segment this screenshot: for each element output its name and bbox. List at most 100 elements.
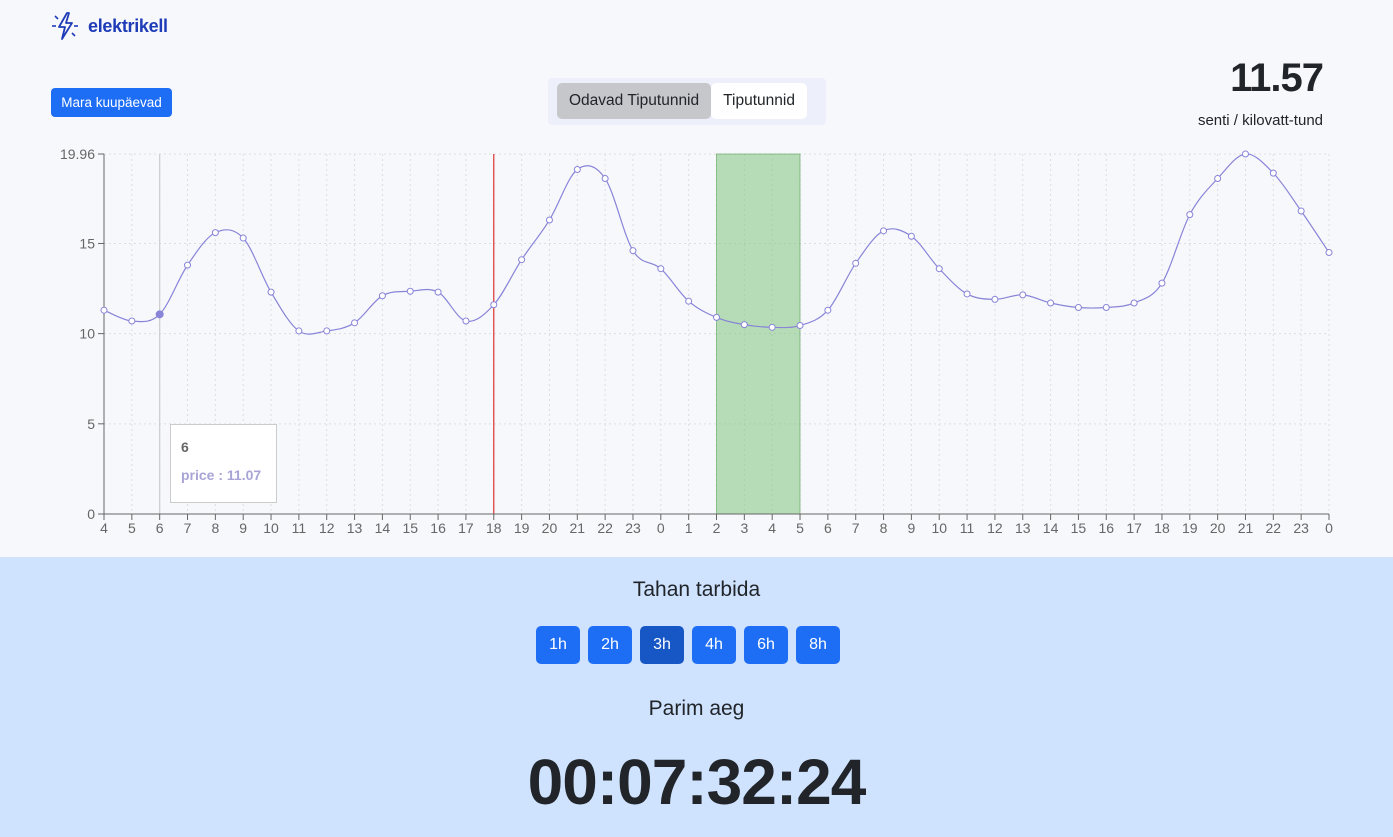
- price-point: [100, 306, 108, 314]
- x-tick-label: 9: [239, 520, 247, 536]
- x-tick-label: 18: [1154, 520, 1170, 536]
- x-tick-label: 14: [1043, 520, 1059, 536]
- x-tick-label: 12: [987, 520, 1003, 536]
- chart-tooltip: 6 price : 11.07: [170, 424, 277, 503]
- price-point: [935, 265, 943, 273]
- x-tick-label: 20: [542, 520, 558, 536]
- price-point: [1297, 207, 1305, 215]
- price-point: [880, 227, 888, 235]
- price-point: [1130, 299, 1138, 307]
- price-point: [1047, 299, 1055, 307]
- cheap-window-area: [716, 153, 801, 515]
- countdown-timer: 00:07:32:24: [527, 746, 867, 818]
- x-tick-label: 18: [486, 520, 502, 536]
- price-point: [1102, 303, 1110, 311]
- x-tick-label: 16: [1098, 520, 1114, 536]
- x-tick-label: 7: [852, 520, 860, 536]
- price-point: [490, 301, 498, 309]
- price-point: [768, 323, 776, 331]
- peak-hours-option[interactable]: Tiputunnid: [711, 83, 807, 119]
- price-point: [629, 247, 637, 255]
- price-point: [351, 319, 359, 327]
- x-tick-label: 23: [625, 520, 641, 536]
- price-point: [1019, 291, 1027, 299]
- x-tick-label: 10: [263, 520, 279, 536]
- price-point: [267, 288, 275, 296]
- x-tick-label: 17: [1126, 520, 1142, 536]
- duration-button-3h[interactable]: 3h: [640, 626, 684, 664]
- x-tick-label: 22: [597, 520, 613, 536]
- x-tick-label: 16: [430, 520, 446, 536]
- current-price-unit: senti / kilovatt-tund: [1197, 112, 1323, 129]
- price-point: [378, 292, 386, 300]
- x-tick-label: 19: [1182, 520, 1198, 536]
- x-tick-label: 3: [740, 520, 748, 536]
- x-tick-label: 13: [1015, 520, 1031, 536]
- consumption-panel: Tahan tarbida 1h 2h 3h 4h 6h 8h Parim aeg 00:…: [0, 557, 1393, 837]
- best-time-title: Parim aeg: [648, 697, 745, 720]
- x-tick-label: 6: [156, 520, 164, 536]
- x-tick-label: 10: [931, 520, 947, 536]
- x-tick-label: 11: [960, 520, 975, 536]
- price-point: [963, 290, 971, 298]
- y-tick-label: 10: [79, 326, 95, 342]
- x-tick-label: 13: [347, 520, 363, 536]
- cheap-peak-hours-option[interactable]: Odavad Tiputunnid: [557, 83, 712, 119]
- x-tick-label: 5: [128, 520, 136, 536]
- current-price-value: 11.57: [1230, 56, 1324, 100]
- brand-header[interactable]: elektrikell: [50, 9, 168, 43]
- duration-button-4h[interactable]: 4h: [692, 626, 736, 664]
- duration-button-6h[interactable]: 6h: [744, 626, 788, 664]
- price-point: [323, 327, 331, 335]
- price-point: [128, 317, 136, 325]
- price-point: [211, 229, 219, 237]
- x-tick-label: 5: [796, 520, 804, 536]
- x-tick-label: 8: [211, 520, 219, 536]
- duration-buttons: 1h 2h 3h 4h 6h 8h: [536, 626, 840, 664]
- x-tick-label: 2: [713, 520, 721, 536]
- price-point: [1325, 248, 1333, 256]
- x-tick-label: 1: [685, 520, 693, 536]
- price-point: [1074, 303, 1082, 311]
- price-point: [796, 322, 804, 330]
- price-point: [1269, 169, 1277, 177]
- x-tick-label: 19: [514, 520, 530, 536]
- x-tick-label: 8: [880, 520, 888, 536]
- x-tick-label: 15: [402, 520, 418, 536]
- price-point: [685, 297, 693, 305]
- x-tick-label: 4: [100, 520, 108, 536]
- price-point: [1158, 279, 1166, 287]
- x-tick-label: 9: [907, 520, 915, 536]
- price-point: [713, 313, 720, 321]
- price-point: [1241, 150, 1249, 158]
- lightning-bolt-icon: [52, 12, 78, 40]
- duration-button-2h[interactable]: 2h: [588, 626, 632, 664]
- price-point: [239, 234, 247, 242]
- x-tick-label: 23: [1293, 520, 1309, 536]
- x-tick-label: 21: [1238, 520, 1254, 536]
- y-tick-label: 15: [79, 235, 95, 251]
- brand-name: elektrikell: [88, 15, 168, 36]
- x-tick-label: 22: [1266, 520, 1282, 536]
- price-point: [434, 288, 442, 296]
- choose-dates-button[interactable]: Mara kuupäevad: [51, 88, 172, 117]
- price-point: [155, 310, 164, 319]
- x-tick-label: 21: [570, 520, 586, 536]
- price-point: [406, 287, 414, 295]
- price-point: [295, 327, 303, 335]
- tooltip-hour: 6: [181, 439, 189, 455]
- y-tick-label: 0: [87, 506, 95, 522]
- x-tick-label: 4: [768, 520, 776, 536]
- x-tick-label: 0: [657, 520, 665, 536]
- price-point: [184, 261, 192, 269]
- price-point: [824, 306, 832, 314]
- price-point: [601, 175, 609, 183]
- duration-button-8h[interactable]: 8h: [796, 626, 840, 664]
- duration-button-1h[interactable]: 1h: [536, 626, 580, 664]
- price-point: [1186, 211, 1194, 219]
- price-point: [740, 321, 748, 329]
- x-tick-label: 14: [375, 520, 391, 536]
- x-tick-label: 11: [292, 520, 307, 536]
- x-tick-label: 15: [1071, 520, 1087, 536]
